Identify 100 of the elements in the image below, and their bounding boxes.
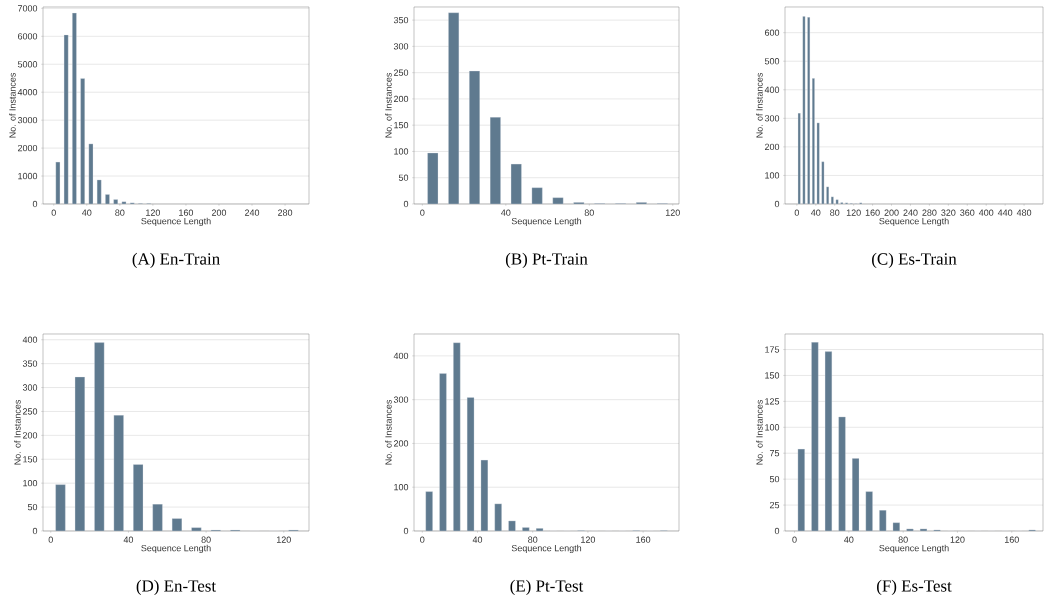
y-tick-label: 50 [398, 174, 409, 181]
y-axis-title: No. of Instances [756, 400, 763, 465]
x-tick-label: 240 [244, 209, 260, 216]
x-tick-label: 120 [846, 209, 861, 216]
y-tick-label: 2000 [18, 144, 38, 152]
x-axis-title: Sequence Length [511, 217, 582, 227]
y-tick-label: 0 [32, 200, 38, 208]
text: (D) En-Test [136, 579, 217, 596]
y-tick-label: 300 [393, 396, 409, 403]
x-tick-label: 80 [201, 536, 211, 543]
y-tick-label: 400 [393, 352, 409, 360]
x-tick-label: 40 [472, 536, 483, 543]
x-tick-label: 0 [794, 209, 799, 216]
x-tick-label: 360 [960, 209, 975, 216]
y-tick-label: 150 [23, 456, 38, 463]
y-tick-label: 250 [393, 69, 409, 76]
y-tick-label: 3000 [17, 116, 38, 124]
x-tick-label: 80 [584, 209, 594, 216]
x-tick-label: 0 [51, 209, 56, 216]
y-tick-label: 300 [764, 115, 780, 122]
y-tick-label: 150 [765, 372, 780, 379]
y-axis-title: No. of Instances [385, 400, 392, 465]
x-tick-label: 80 [115, 209, 125, 216]
x-tick-label: 160 [1004, 536, 1019, 543]
x-axis-title: Sequence Length [141, 217, 211, 227]
y-tick-label: 400 [764, 86, 780, 93]
x-tick-label: 40 [82, 209, 92, 216]
x-tick-label: 0 [420, 536, 425, 543]
y-tick-label: 200 [393, 95, 409, 103]
y-tick-label: 500 [764, 58, 780, 65]
y-tick-label: 200 [22, 432, 38, 439]
x-tick-label: 0 [420, 209, 425, 216]
y-tick-label: 0 [774, 527, 780, 535]
y-tick-label: 4000 [17, 89, 38, 96]
y-tick-label: 0 [403, 200, 409, 208]
y-axis-title: No. of Instances [9, 73, 16, 138]
x-axis-title: Sequence Length [879, 217, 949, 227]
x-tick-label: 240 [903, 209, 918, 216]
y-tick-label: 100 [765, 424, 780, 431]
x-axis-title: Sequence Length [141, 544, 211, 554]
x-tick-label: 200 [884, 209, 899, 216]
y-tick-label: 300 [393, 43, 409, 50]
y-tick-label: 100 [394, 148, 409, 155]
y-tick-label: 50 [27, 503, 38, 511]
x-tick-label: 80 [898, 536, 908, 543]
x-tick-label: 40 [811, 209, 821, 216]
y-axis-title: No. of Instances [385, 73, 392, 138]
y-tick-label: 5000 [17, 61, 38, 68]
y-tick-label: 175 [765, 346, 780, 353]
y-tick-label: 250 [22, 408, 38, 415]
x-tick-label: 120 [665, 209, 680, 216]
x-tick-label: 160 [636, 536, 651, 543]
x-tick-label: 40 [501, 209, 511, 216]
x-tick-label: 120 [276, 536, 291, 543]
x-tick-label: 80 [830, 209, 840, 216]
x-tick-label: 120 [581, 536, 596, 543]
y-tick-label: 0 [774, 200, 780, 208]
y-axis-title: No. of Instances [14, 400, 21, 465]
y-tick-label: 100 [765, 172, 780, 179]
y-tick-label: 150 [394, 122, 409, 129]
y-tick-label: 1000 [18, 172, 38, 180]
x-tick-label: 320 [941, 209, 956, 216]
x-tick-label: 440 [997, 209, 1013, 216]
y-tick-label: 100 [394, 484, 409, 491]
y-tick-label: 7000 [18, 5, 38, 12]
y-tick-label: 350 [393, 16, 409, 24]
y-tick-label: 125 [765, 398, 780, 405]
x-tick-label: 280 [922, 209, 937, 216]
x-tick-label: 480 [1016, 209, 1032, 216]
x-tick-label: 40 [844, 536, 854, 543]
y-tick-label: 25 [769, 501, 780, 509]
x-tick-label: 280 [278, 209, 293, 216]
y-tick-label: 75 [769, 450, 780, 457]
text: (E) Pt-Test [510, 579, 584, 596]
text: (C) Es-Train [872, 252, 957, 269]
x-tick-label: 80 [528, 536, 538, 543]
y-tick-label: 50 [769, 475, 780, 483]
x-tick-label: 160 [865, 209, 880, 216]
y-tick-label: 400 [22, 336, 38, 343]
x-axis-title: Sequence Length [879, 544, 949, 554]
x-tick-label: 160 [179, 209, 194, 216]
y-tick-label: 6000 [18, 33, 38, 40]
text: (F) Es-Test [877, 579, 952, 596]
y-tick-label: 300 [22, 384, 38, 391]
y-tick-label: 100 [23, 479, 38, 487]
y-axis-title: No. of Instances [756, 73, 763, 138]
x-tick-label: 0 [792, 536, 797, 543]
x-tick-label: 400 [978, 209, 994, 216]
y-tick-label: 0 [403, 527, 409, 535]
x-tick-label: 0 [48, 536, 53, 543]
y-tick-label: 0 [32, 527, 38, 535]
x-axis-title: Sequence Length [511, 544, 582, 554]
x-tick-label: 120 [950, 536, 965, 543]
text: (B) Pt-Train [505, 252, 588, 269]
text: (A) En-Train [132, 252, 220, 269]
x-tick-label: 40 [123, 536, 134, 543]
x-tick-label: 200 [211, 209, 227, 216]
x-tick-label: 120 [146, 209, 161, 216]
y-tick-label: 200 [764, 143, 780, 151]
y-tick-label: 350 [22, 360, 38, 367]
